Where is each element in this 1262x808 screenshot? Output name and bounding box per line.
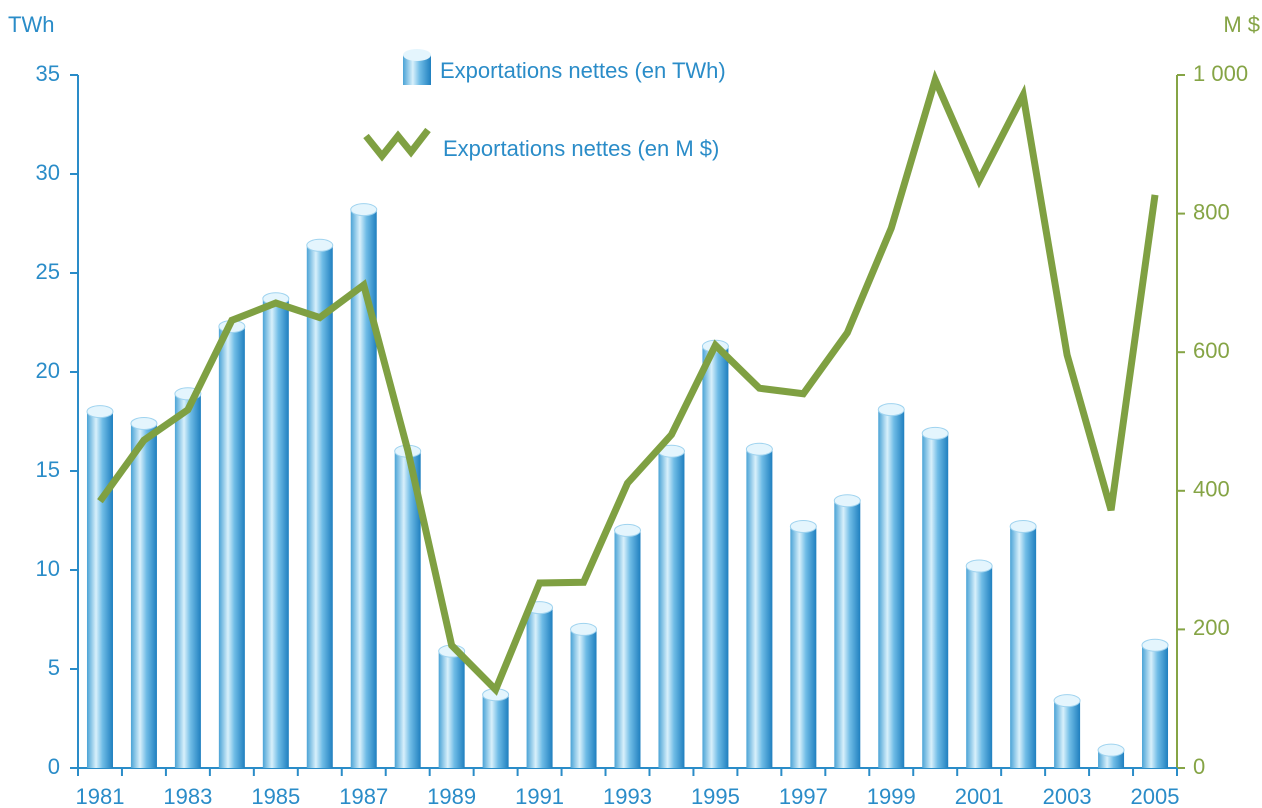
- bar-top: [921, 426, 949, 440]
- y-tick-label: 20: [36, 358, 60, 383]
- bar-top: [1053, 694, 1081, 708]
- y2-tick-label: 200: [1193, 615, 1230, 640]
- x-tick-label: 1993: [603, 784, 652, 808]
- y-tick-label: 0: [48, 754, 60, 779]
- x-tick-label: 1985: [251, 784, 300, 808]
- bar-top: [306, 238, 334, 252]
- x-tick-label: 1981: [76, 784, 125, 808]
- x-tick-label: 2003: [1043, 784, 1092, 808]
- legend-label: Exportations nettes (en M $): [443, 136, 719, 161]
- bar: [966, 566, 993, 768]
- bar-top: [789, 519, 817, 533]
- bar: [262, 298, 289, 768]
- x-tick-label: 1999: [867, 784, 916, 808]
- bar-top: [1097, 743, 1125, 757]
- x-tick-label: 1997: [779, 784, 828, 808]
- bar: [306, 245, 333, 768]
- bar: [702, 346, 729, 768]
- bar: [218, 326, 245, 768]
- bar: [174, 393, 201, 768]
- y2-axis-label: M $: [1223, 12, 1260, 37]
- bar: [570, 629, 597, 768]
- bar-top: [130, 416, 158, 430]
- bar-top: [570, 622, 598, 636]
- bar: [86, 411, 113, 768]
- legend-bar-icon-top: [403, 49, 431, 61]
- bar: [614, 530, 641, 768]
- bar: [790, 526, 817, 768]
- bar: [746, 449, 773, 768]
- y-tick-label: 30: [36, 160, 60, 185]
- y-tick-label: 35: [36, 61, 60, 86]
- bar: [130, 423, 157, 768]
- bar-top: [745, 442, 773, 456]
- legend-label: Exportations nettes (en TWh): [440, 58, 726, 83]
- x-tick-label: 2001: [955, 784, 1004, 808]
- bar: [482, 694, 509, 768]
- line: [97, 69, 1159, 696]
- y2-tick-label: 0: [1193, 754, 1205, 779]
- x-tick-label: 1989: [427, 784, 476, 808]
- bar: [658, 451, 685, 768]
- bar-top: [833, 494, 861, 508]
- x-tick-label: 1991: [515, 784, 564, 808]
- y2-tick-label: 1 000: [1193, 61, 1248, 86]
- bar-top: [965, 559, 993, 573]
- x-tick-label: 1983: [163, 784, 212, 808]
- bar: [526, 607, 553, 768]
- y-tick-label: 5: [48, 655, 60, 680]
- bar: [1054, 700, 1081, 768]
- x-tick-label: 2005: [1131, 784, 1180, 808]
- bar-top: [877, 403, 905, 417]
- y-axis-label: TWh: [8, 12, 54, 37]
- bar: [878, 409, 905, 768]
- y-tick-label: 10: [36, 556, 60, 581]
- bar-top: [350, 203, 378, 217]
- y-tick-label: 15: [36, 457, 60, 482]
- bar: [438, 651, 465, 768]
- bar: [922, 433, 949, 768]
- x-tick-label: 1987: [339, 784, 388, 808]
- bar: [1142, 645, 1169, 768]
- bar: [834, 500, 861, 768]
- y2-tick-label: 400: [1193, 477, 1230, 502]
- bar-top: [1009, 519, 1037, 533]
- y-tick-label: 25: [36, 259, 60, 284]
- bar-top: [614, 523, 641, 537]
- x-tick-label: 1995: [691, 784, 740, 808]
- y2-tick-label: 800: [1193, 199, 1230, 224]
- bar: [1010, 526, 1037, 768]
- legend-line-icon: [363, 127, 431, 162]
- bar: [350, 209, 377, 768]
- bar-top: [1141, 638, 1169, 652]
- bar-top: [86, 405, 114, 419]
- y2-tick-label: 600: [1193, 338, 1230, 363]
